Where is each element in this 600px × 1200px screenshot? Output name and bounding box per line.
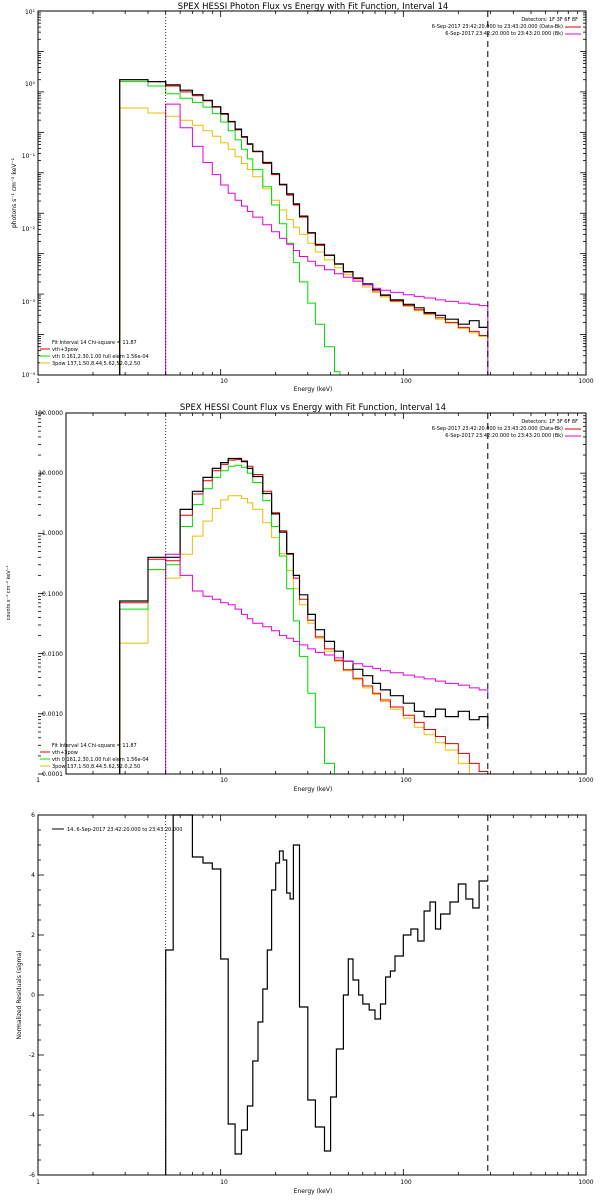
residuals-y-tick-label-n4: -4 bbox=[29, 1112, 35, 1119]
photon-flux-markers bbox=[165, 11, 489, 375]
photon-flux-y-tick-label-0: 10⁻⁴ bbox=[22, 372, 36, 379]
residuals-series bbox=[165, 814, 488, 1175]
photon-flux-frame bbox=[37, 10, 587, 376]
photon-flux-legend-vth3pow: vth+3pow bbox=[52, 347, 78, 353]
count-flux-legend-fit: Fit Interval 14 Chi-square = 11.87 bbox=[52, 743, 137, 749]
count-flux-title: SPEX HESSI Count Flux vs Energy with Fit… bbox=[180, 403, 446, 413]
count-flux-x-tick-label-1: 1 bbox=[36, 777, 40, 784]
residuals-ylabel: Normalized Residuals (sigma) bbox=[16, 950, 23, 1039]
residuals-y-tick-label-6: 6 bbox=[31, 812, 35, 819]
photon-flux-ylabel: photons s⁻¹ cm⁻² keV⁻¹ bbox=[11, 157, 18, 228]
series-data bbox=[119, 79, 489, 375]
photon-flux-y-tick-label-5: 10¹ bbox=[25, 9, 36, 16]
series-vth bbox=[119, 81, 341, 375]
count-flux-header-bk: 6-Sep-2017 23:42:20.000 to 23:43:20.000 … bbox=[445, 433, 563, 439]
count-flux-legend: Fit Interval 14 Chi-square = 11.87 vth+3… bbox=[40, 743, 149, 770]
count-flux-series bbox=[119, 457, 489, 775]
photon-flux-xlabel: Energy (keV) bbox=[294, 386, 333, 393]
count-flux-x-tick-label-100: 100 bbox=[400, 777, 412, 784]
residuals-y-tick-label-4: 4 bbox=[31, 872, 35, 879]
count-flux-header-detectors: Detectors: 1F 3F 6F 8F bbox=[521, 419, 578, 425]
count-flux-y-tick-label-1: 0.0010 bbox=[42, 711, 63, 718]
series-bpow bbox=[119, 495, 488, 775]
count-flux-legend-vth3pow: vth+3pow bbox=[52, 750, 78, 756]
residuals-y-tick-label-0: 0 bbox=[31, 992, 35, 999]
series-vth bbox=[119, 464, 340, 775]
count-flux-legend-vth: vth 0.161,2.30,1.00 full elem 1.56e-04 bbox=[52, 757, 149, 763]
residuals-x-tick-label-1: 1 bbox=[36, 1179, 40, 1186]
residuals-x-tick-label-10: 10 bbox=[220, 1179, 228, 1186]
count-flux-y-tick-label-4: 1.0000 bbox=[42, 530, 63, 537]
count-flux-y-tick-label-0: 0.0001 bbox=[42, 771, 63, 778]
count-flux-legend-3pow: 3pow 137,1.50,8.44,5.62,52.0,2.50 bbox=[52, 764, 140, 770]
residuals-legend: 14. 6-Sep-2017 23:42:20.000 to 23:43:20.… bbox=[67, 827, 182, 833]
count-flux-y-tick-label-2: 0.0100 bbox=[42, 651, 63, 658]
photon-flux-header-detectors: Detectors: 1F 3F 6F 8F bbox=[521, 17, 578, 23]
count-flux-x-tick-label-10: 10 bbox=[220, 777, 228, 784]
photon-flux-legend-3pow: 3pow 137,1.50,8.44,5.62,52.0,2.50 bbox=[52, 361, 140, 367]
residuals-panel: 14. 6-Sep-2017 23:42:20.000 to 23:43:20.… bbox=[16, 812, 594, 1195]
count-flux-frame bbox=[65, 412, 587, 775]
count-flux-ylabel: counts s⁻¹ cm⁻² keV⁻¹ bbox=[6, 566, 12, 621]
residuals-x-tick-label-100: 100 bbox=[400, 1179, 412, 1186]
photon-flux-legend-fit: Fit Interval 14 Chi-square = 11.87 bbox=[52, 340, 137, 346]
count-flux-header-data-bk: 6-Sep-2017 23:42:20.000 to 23:43:20.000 … bbox=[432, 426, 563, 432]
count-flux-y-tick-label-5: 10.0000 bbox=[38, 470, 63, 477]
residuals-y-tick-label-n6: -6 bbox=[29, 1172, 35, 1179]
photon-flux-x-tick-label-10: 10 bbox=[220, 378, 228, 385]
residuals-y-tick-label-2: 2 bbox=[31, 932, 35, 939]
residuals-frame bbox=[37, 814, 587, 1176]
residuals-xlabel: Energy (keV) bbox=[294, 1188, 333, 1195]
photon-flux-legend: Fit Interval 14 Chi-square = 11.87 vth+3… bbox=[40, 340, 149, 367]
photon-flux-y-tick-label-4: 10⁰ bbox=[25, 81, 36, 88]
photon-flux-header-bk: 6-Sep-2017 23:42:20.000 to 23:43:20.000 … bbox=[445, 31, 563, 37]
photon-flux-x-tick-label-1: 1 bbox=[36, 378, 40, 385]
photon-flux-x-tick-label-1000: 1000 bbox=[578, 378, 593, 385]
photon-flux-y-tick-label-2: 10⁻² bbox=[22, 226, 36, 233]
count-flux-panel: SPEX HESSI Count Flux vs Energy with Fit… bbox=[6, 403, 594, 793]
residuals-x-tick-label-1000: 1000 bbox=[578, 1179, 593, 1186]
count-flux-xlabel: Energy (keV) bbox=[294, 786, 333, 793]
residuals-ticks bbox=[38, 814, 586, 1176]
series-data bbox=[119, 457, 489, 774]
residuals-y-tick-label-n2: -2 bbox=[29, 1052, 35, 1059]
series-data bbox=[165, 814, 488, 1175]
series-background bbox=[165, 553, 489, 774]
count-flux-y-tick-label-3: 0.1000 bbox=[42, 591, 63, 598]
photon-flux-panel: SPEX HESSI Photon Flux vs Energy with Fi… bbox=[11, 2, 594, 393]
count-flux-markers bbox=[165, 413, 489, 774]
photon-flux-x-tick-label-100: 100 bbox=[400, 378, 412, 385]
series-bpow bbox=[119, 107, 489, 375]
photon-flux-y-tick-label-3: 10⁻¹ bbox=[22, 153, 36, 160]
series-vth_3pow bbox=[119, 79, 489, 375]
series-background bbox=[165, 103, 489, 375]
photon-flux-legend-vth: vth 0.161,2.30,1.00 full elem 1.56e-04 bbox=[52, 354, 149, 360]
count-flux-x-tick-label-1000: 1000 bbox=[578, 777, 593, 784]
photon-flux-y-tick-label-1: 10⁻³ bbox=[22, 299, 36, 306]
count-flux-y-tick-label-6: 100.0000 bbox=[34, 410, 63, 417]
photon-flux-header-data-bk: 6-Sep-2017 23:42:20.000 to 23:43:20.000 … bbox=[432, 24, 563, 30]
photon-flux-title: SPEX HESSI Photon Flux vs Energy with Fi… bbox=[178, 2, 449, 12]
residuals-markers bbox=[165, 815, 489, 1175]
series-vth_3pow bbox=[119, 459, 489, 774]
photon-flux-series bbox=[119, 79, 489, 375]
